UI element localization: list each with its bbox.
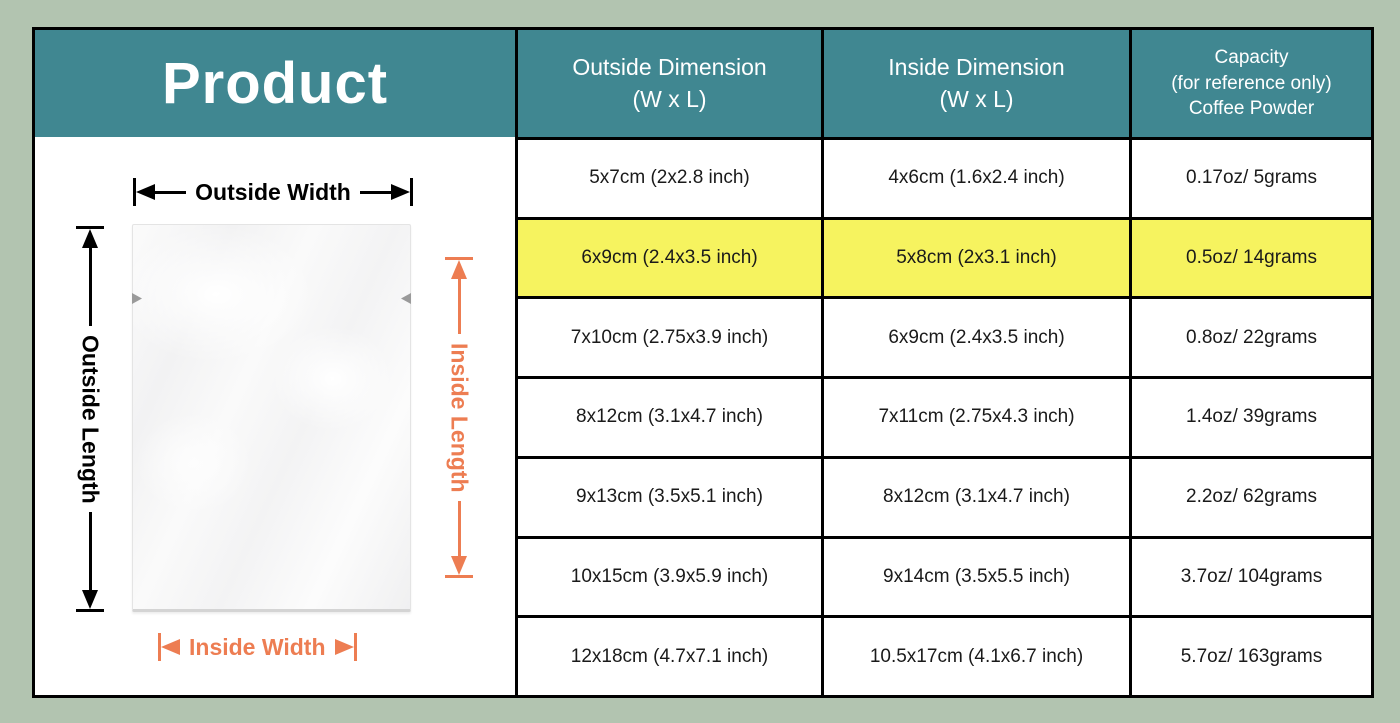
dimension-line: [155, 190, 187, 194]
arrow-up-icon: [82, 229, 98, 248]
table-cell-inside: 8x12cm (3.1x4.7 inch): [824, 458, 1129, 536]
inside-length-dimension: Inside Length: [444, 257, 474, 578]
header-line: Outside Dimension: [572, 54, 767, 81]
dimension-endbar: [76, 226, 104, 229]
dimension-endbar: [76, 609, 104, 613]
size-table: Outside Dimension (W x L) Inside Dimensi…: [515, 30, 1371, 695]
table-cell-capacity: 0.8oz/ 22grams: [1132, 299, 1371, 377]
table-cell-outside: 9x13cm (3.5x5.1 inch): [518, 458, 821, 536]
dimension-endbar: [158, 633, 161, 661]
header-line: (for reference only): [1171, 72, 1332, 94]
arrow-down-icon: [451, 556, 467, 575]
table-cell-capacity: 0.5oz/ 14grams: [1132, 219, 1371, 297]
table-cell-capacity: 5.7oz/ 163grams: [1132, 618, 1371, 695]
foil-bag-photo: [132, 224, 411, 612]
table-cell-inside: 7x11cm (2.75x4.3 inch): [824, 379, 1129, 456]
outside-length-dimension: Outside Length: [75, 226, 105, 613]
dimension-line: [457, 279, 461, 334]
arrow-right-icon: [391, 184, 411, 200]
column-header-capacity: Capacity (for reference only) Coffee Pow…: [1132, 30, 1371, 137]
header-line: Coffee Powder: [1188, 98, 1315, 120]
table-cell-inside: 4x6cm (1.6x2.4 inch): [824, 140, 1129, 217]
inside-width-label: Inside Width: [189, 633, 326, 660]
bag-dimension-diagram: Outside Width Outside Length: [35, 137, 515, 695]
table-cell-outside: 5x7cm (2x2.8 inch): [518, 140, 821, 217]
table-cell-outside: 10x15cm (3.9x5.9 inch): [518, 538, 821, 616]
dimension-line: [88, 512, 92, 591]
header-line: (W x L): [939, 85, 1014, 112]
arrow-up-icon: [451, 260, 467, 279]
dimension-endbar: [410, 178, 414, 206]
table-cell-capacity: 1.4oz/ 39grams: [1132, 379, 1371, 456]
arrow-right-icon: [334, 639, 354, 655]
arrow-left-icon: [161, 639, 180, 655]
dimension-endbar: [445, 257, 473, 260]
inside-length-label: Inside Length: [446, 342, 473, 493]
inside-width-dimension: Inside Width: [158, 632, 390, 662]
column-header-outside-dimension: Outside Dimension (W x L): [518, 30, 821, 137]
outside-width-dimension: Outside Width: [133, 177, 414, 207]
tear-notch-left: [132, 293, 142, 304]
dimension-line: [88, 248, 92, 326]
outside-width-label: Outside Width: [195, 178, 351, 205]
outside-length-label: Outside Length: [77, 334, 104, 504]
header-line: Capacity: [1214, 47, 1289, 69]
table-cell-inside: 6x9cm (2.4x3.5 inch): [824, 299, 1129, 377]
table-cell-capacity: 3.7oz/ 104grams: [1132, 538, 1371, 616]
product-header: Product: [35, 30, 515, 137]
table-cell-outside: 8x12cm (3.1x4.7 inch): [518, 379, 821, 456]
product-title: Product: [161, 51, 389, 116]
table-cell-capacity: 0.17oz/ 5grams: [1132, 140, 1371, 217]
header-line: (W x L): [632, 85, 707, 112]
table-cell-inside: 5x8cm (2x3.1 inch): [824, 219, 1129, 297]
product-section: Product Outside Width: [35, 30, 515, 695]
content-panel: Product Outside Width: [32, 27, 1374, 698]
dimension-endbar: [353, 633, 357, 661]
dimension-line: [457, 501, 461, 556]
table-cell-inside: 10.5x17cm (4.1x6.7 inch): [824, 618, 1129, 695]
table-cell-outside: 12x18cm (4.7x7.1 inch): [518, 618, 821, 695]
dimension-line: [359, 190, 392, 194]
table-cell-outside: 6x9cm (2.4x3.5 inch): [518, 219, 821, 297]
table-cell-outside: 7x10cm (2.75x3.9 inch): [518, 299, 821, 377]
dimension-endbar: [133, 178, 136, 206]
tear-notch-right: [401, 293, 411, 304]
arrow-left-icon: [136, 184, 155, 200]
table-cell-capacity: 2.2oz/ 62grams: [1132, 458, 1371, 536]
arrow-down-icon: [82, 590, 98, 610]
column-header-inside-dimension: Inside Dimension (W x L): [824, 30, 1129, 137]
header-line: Inside Dimension: [888, 54, 1065, 81]
dimension-endbar: [445, 575, 473, 578]
table-cell-inside: 9x14cm (3.5x5.5 inch): [824, 538, 1129, 616]
